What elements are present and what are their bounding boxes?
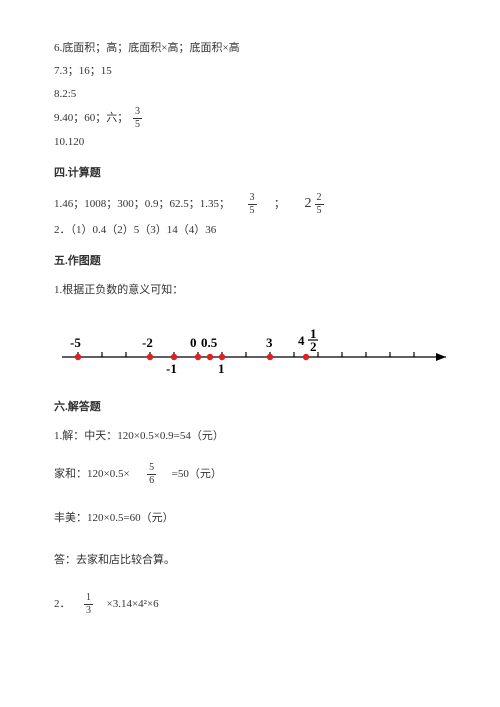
svg-text:0: 0: [190, 335, 197, 350]
mixed-whole: 2: [305, 191, 312, 218]
answer-8: 8.2:5: [54, 84, 446, 105]
frac-den: 6: [147, 475, 156, 486]
section-4-line-1: 1.46；1008；300；0.9；62.5；1.35； 3 5 ； 2 2 5: [54, 191, 446, 218]
answer-9: 9.40；60；六； 3 5: [54, 107, 446, 130]
section-5-line-1: 1.根据正负数的意义可知：: [54, 280, 446, 301]
s6-q1-l2-suffix: =50（元）: [172, 468, 222, 480]
s6-q1-l2-frac: 5 6: [147, 463, 156, 486]
svg-text:-1: -1: [166, 361, 177, 376]
svg-text:-2: -2: [142, 335, 153, 350]
frac-num: 3: [133, 107, 142, 119]
s6-q2-prefix: 2．: [54, 598, 71, 610]
answer-10: 10.120: [54, 132, 446, 153]
svg-text:1: 1: [218, 361, 225, 376]
answer-6: 6.底面积；高；底面积×高；底面积×高: [54, 38, 446, 59]
s6-q2: 2． 1 3 ×3.14×4²×6: [54, 593, 446, 616]
frac-num: 2: [315, 193, 324, 205]
answer-7: 7.3；16；15: [54, 61, 446, 82]
s4-l1-mixed: 2 2 5: [305, 191, 326, 218]
frac-num: 3: [248, 193, 257, 205]
s6-q2-frac: 1 3: [84, 593, 93, 616]
section-4-title: 四.计算题: [54, 163, 446, 184]
svg-text:4: 4: [298, 333, 305, 348]
s6-q1-l3: 丰美：120×0.5=60（元）: [54, 508, 446, 529]
s4-l1-sep: ；: [274, 198, 285, 210]
svg-text:2: 2: [310, 339, 317, 354]
s4-l1-frac: 3 5: [248, 193, 257, 216]
frac-den: 3: [84, 605, 93, 616]
svg-text:0.5: 0.5: [201, 335, 218, 350]
number-line-figure: -5-2-100.513412: [54, 317, 446, 387]
answer-9-fraction: 3 5: [133, 107, 142, 130]
frac-num: 1: [84, 593, 93, 605]
s4-l1-prefix: 1.46；1008；300；0.9；62.5；1.35；: [54, 198, 230, 210]
frac-num: 5: [147, 463, 156, 475]
mixed-frac: 2 5: [315, 193, 324, 216]
frac-den: 5: [248, 205, 257, 216]
section-6-title: 六.解答题: [54, 397, 446, 418]
svg-text:3: 3: [266, 335, 273, 350]
s6-q1-answer: 答：去家和店比较合算。: [54, 550, 446, 571]
s6-q2-suffix: ×3.14×4²×6: [107, 598, 159, 610]
svg-text:-5: -5: [70, 335, 81, 350]
section-5-title: 五.作图题: [54, 251, 446, 272]
section-4-line-2: 2．（1）0.4（2）5（3）14（4）36: [54, 220, 446, 241]
answer-9-prefix: 9.40；60；六；: [54, 112, 128, 124]
s6-q1-l2-prefix: 家和：120×0.5×: [54, 468, 130, 480]
s6-q1-l2: 家和：120×0.5× 5 6 =50（元）: [54, 463, 446, 486]
frac-den: 5: [133, 119, 142, 130]
frac-den: 5: [315, 205, 324, 216]
s6-q1-l1: 1.解：中天：120×0.5×0.9=54（元）: [54, 426, 446, 447]
